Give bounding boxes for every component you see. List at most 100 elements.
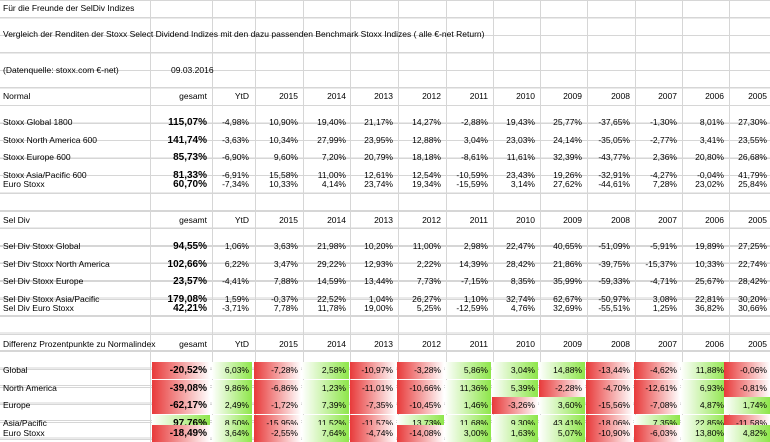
- value-cell[interactable]: -59,33%: [598, 276, 630, 286]
- value-cell[interactable]: 10,33%: [269, 179, 298, 189]
- value-cell[interactable]: 24,14%: [553, 134, 582, 145]
- value-cell[interactable]: 1,23%: [302, 379, 349, 397]
- value-cell[interactable]: 22,47%: [506, 241, 535, 251]
- value-cell[interactable]: 11,36%: [445, 379, 491, 397]
- value-cell[interactable]: 9,86%: [212, 379, 252, 397]
- value-cell[interactable]: -15,37%: [645, 258, 677, 269]
- total-cell[interactable]: -18,49%: [152, 425, 210, 442]
- value-cell[interactable]: -12,61%: [634, 379, 680, 397]
- value-cell[interactable]: -15,56%: [586, 397, 633, 414]
- column-header[interactable]: 2005: [748, 339, 767, 349]
- value-cell[interactable]: 7,64%: [302, 425, 349, 442]
- value-cell[interactable]: 5,07%: [539, 425, 585, 442]
- row-label[interactable]: Stoxx Global 1800: [3, 117, 73, 127]
- diff-section-label[interactable]: Differenz Prozentpunkte zu Normalindex: [3, 339, 156, 349]
- value-cell[interactable]: 3,04%: [463, 134, 488, 145]
- value-cell[interactable]: 21,17%: [364, 117, 393, 127]
- value-cell[interactable]: 1,06%: [224, 241, 249, 251]
- column-header[interactable]: 2009: [563, 339, 582, 349]
- value-cell[interactable]: 12,61%: [364, 169, 393, 180]
- row-label[interactable]: Stoxx Asia/Pacific 600: [3, 169, 87, 180]
- row-label[interactable]: Asia/Pacific: [3, 417, 47, 428]
- total-cell[interactable]: 141,74%: [167, 134, 207, 146]
- value-cell[interactable]: 35,99%: [553, 276, 582, 286]
- value-cell[interactable]: 3,63%: [273, 241, 298, 251]
- value-cell[interactable]: -12,59%: [456, 303, 488, 313]
- value-cell[interactable]: 3,60%: [539, 397, 585, 414]
- value-cell[interactable]: 11,88%: [681, 362, 727, 379]
- value-cell[interactable]: 9,60%: [273, 152, 298, 162]
- value-cell[interactable]: 8,35%: [510, 276, 535, 286]
- value-cell[interactable]: 25,67%: [695, 276, 724, 286]
- column-header[interactable]: 2005: [748, 215, 767, 225]
- value-cell[interactable]: 10,90%: [269, 117, 298, 127]
- value-cell[interactable]: 21,86%: [553, 258, 582, 269]
- column-header[interactable]: 2010: [516, 215, 535, 225]
- value-cell[interactable]: -37,65%: [598, 117, 630, 127]
- column-header[interactable]: 2005: [748, 91, 767, 101]
- column-header[interactable]: gesamt: [179, 91, 207, 101]
- value-cell[interactable]: -0,06%: [724, 362, 770, 379]
- value-cell[interactable]: 7,20%: [321, 152, 346, 162]
- value-cell[interactable]: -4,70%: [586, 379, 633, 397]
- value-cell[interactable]: 20,79%: [364, 152, 393, 162]
- column-header[interactable]: 2008: [611, 339, 630, 349]
- value-cell[interactable]: -6,91%: [222, 169, 249, 180]
- value-cell[interactable]: 23,43%: [506, 169, 535, 180]
- value-cell[interactable]: 11,61%: [506, 152, 535, 162]
- value-cell[interactable]: 19,43%: [506, 117, 535, 127]
- value-cell[interactable]: 23,95%: [364, 134, 393, 145]
- value-cell[interactable]: -15,59%: [456, 179, 488, 189]
- value-cell[interactable]: 25,77%: [553, 117, 582, 127]
- row-label[interactable]: Global: [3, 365, 28, 375]
- column-header[interactable]: gesamt: [179, 339, 207, 349]
- value-cell[interactable]: 62,67%: [553, 293, 582, 304]
- value-cell[interactable]: 6,22%: [224, 258, 249, 269]
- value-cell[interactable]: -13,44%: [586, 362, 633, 379]
- row-label[interactable]: Stoxx North America 600: [3, 134, 98, 145]
- value-cell[interactable]: 2,58%: [302, 362, 349, 379]
- column-header[interactable]: 2014: [327, 91, 346, 101]
- value-cell[interactable]: -4,71%: [650, 276, 677, 286]
- value-cell[interactable]: -35,05%: [598, 134, 630, 145]
- value-cell[interactable]: 21,98%: [317, 241, 346, 251]
- value-cell[interactable]: 11,00%: [412, 241, 441, 251]
- column-header[interactable]: YtD: [234, 215, 249, 225]
- value-cell[interactable]: 11,78%: [317, 303, 346, 313]
- value-cell[interactable]: -4,27%: [650, 169, 677, 180]
- value-cell[interactable]: 3,00%: [445, 425, 491, 442]
- total-cell[interactable]: 60,70%: [173, 179, 207, 190]
- column-header[interactable]: 2012: [422, 91, 441, 101]
- value-cell[interactable]: 27,62%: [553, 179, 582, 189]
- column-header[interactable]: 2011: [469, 91, 488, 101]
- column-header[interactable]: 2006: [705, 215, 724, 225]
- total-cell[interactable]: 85,73%: [173, 152, 207, 163]
- value-cell[interactable]: -51,09%: [598, 241, 630, 251]
- value-cell[interactable]: 1,63%: [492, 425, 538, 442]
- value-cell[interactable]: -7,08%: [634, 397, 680, 414]
- value-cell[interactable]: -0,04%: [697, 169, 724, 180]
- value-cell[interactable]: 30,66%: [738, 303, 767, 313]
- value-cell[interactable]: 1,59%: [224, 293, 249, 304]
- value-cell[interactable]: 27,30%: [738, 117, 767, 127]
- value-cell[interactable]: 5,39%: [492, 379, 538, 397]
- value-cell[interactable]: 3,08%: [652, 293, 677, 304]
- value-cell[interactable]: 6,93%: [681, 379, 727, 397]
- value-cell[interactable]: -1,72%: [254, 397, 301, 414]
- sheet-title[interactable]: Für die Freunde der SelDiv Indizes: [3, 3, 135, 13]
- value-cell[interactable]: 27,25%: [738, 241, 767, 251]
- column-header[interactable]: 2007: [658, 215, 677, 225]
- value-cell[interactable]: 30,20%: [738, 293, 767, 304]
- value-cell[interactable]: 1,10%: [463, 293, 488, 304]
- value-cell[interactable]: 22,81%: [695, 293, 724, 304]
- value-cell[interactable]: 12,93%: [364, 258, 393, 269]
- column-header[interactable]: 2011: [469, 339, 488, 349]
- value-cell[interactable]: 4,82%: [724, 425, 770, 442]
- value-cell[interactable]: 41,79%: [738, 169, 767, 180]
- total-cell[interactable]: 94,55%: [173, 241, 207, 252]
- column-header[interactable]: 2015: [279, 91, 298, 101]
- column-header[interactable]: 2012: [422, 339, 441, 349]
- column-header[interactable]: YtD: [234, 339, 249, 349]
- value-cell[interactable]: 27,99%: [317, 134, 346, 145]
- column-header[interactable]: 2010: [516, 339, 535, 349]
